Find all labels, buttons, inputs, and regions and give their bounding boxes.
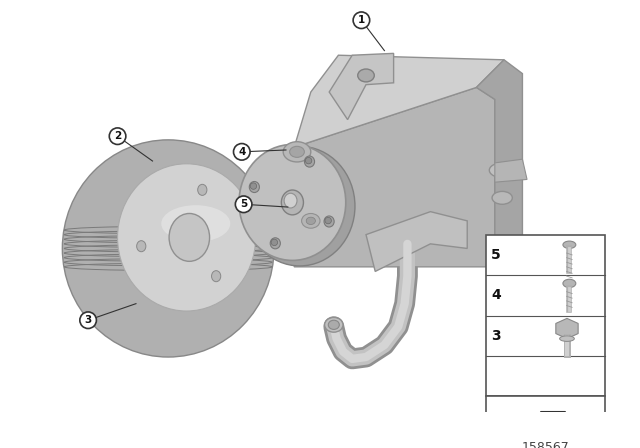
Bar <box>486 396 605 436</box>
Ellipse shape <box>250 183 257 190</box>
Ellipse shape <box>284 193 297 208</box>
Ellipse shape <box>490 163 515 177</box>
Ellipse shape <box>271 239 278 246</box>
Ellipse shape <box>250 181 259 193</box>
Ellipse shape <box>324 216 334 227</box>
Text: 2: 2 <box>114 131 121 141</box>
Polygon shape <box>294 55 504 147</box>
Polygon shape <box>294 87 495 267</box>
Polygon shape <box>556 319 578 339</box>
Text: 5: 5 <box>491 248 501 262</box>
Ellipse shape <box>62 140 274 357</box>
Ellipse shape <box>559 336 574 341</box>
Ellipse shape <box>325 217 332 224</box>
Ellipse shape <box>290 146 305 157</box>
Bar <box>486 235 605 396</box>
Ellipse shape <box>306 217 316 224</box>
Ellipse shape <box>161 205 230 242</box>
Ellipse shape <box>198 184 207 195</box>
Polygon shape <box>495 159 527 182</box>
Ellipse shape <box>305 156 315 167</box>
Polygon shape <box>329 53 394 120</box>
Polygon shape <box>366 211 467 271</box>
Ellipse shape <box>563 279 576 288</box>
Ellipse shape <box>239 144 346 260</box>
Text: 1: 1 <box>358 15 365 25</box>
Ellipse shape <box>492 191 512 204</box>
Ellipse shape <box>301 214 320 228</box>
Text: 5: 5 <box>240 199 247 209</box>
Ellipse shape <box>324 318 343 332</box>
Text: 4: 4 <box>238 147 246 157</box>
Text: 3: 3 <box>84 315 92 325</box>
Text: 158567: 158567 <box>522 441 570 448</box>
Polygon shape <box>476 60 522 267</box>
Circle shape <box>109 128 126 144</box>
Text: 3: 3 <box>491 329 500 343</box>
Circle shape <box>236 196 252 212</box>
Circle shape <box>234 143 250 160</box>
Ellipse shape <box>212 271 221 282</box>
Ellipse shape <box>283 142 311 162</box>
Ellipse shape <box>328 320 339 329</box>
Ellipse shape <box>118 164 255 311</box>
Circle shape <box>80 312 97 328</box>
Ellipse shape <box>282 190 303 215</box>
Circle shape <box>353 12 370 29</box>
Ellipse shape <box>305 157 312 164</box>
Bar <box>539 426 568 434</box>
Ellipse shape <box>563 241 576 249</box>
Ellipse shape <box>358 69 374 82</box>
Text: 4: 4 <box>491 289 501 302</box>
Ellipse shape <box>137 241 146 252</box>
Ellipse shape <box>270 238 280 249</box>
Ellipse shape <box>244 146 355 266</box>
Ellipse shape <box>169 214 209 261</box>
